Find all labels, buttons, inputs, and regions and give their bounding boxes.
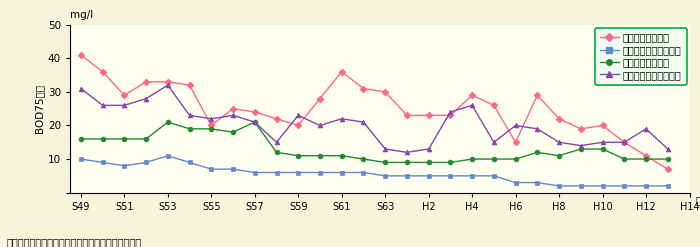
Text: mg/l: mg/l (70, 10, 93, 20)
Text: （年）: （年） (695, 195, 700, 206)
Y-axis label: BOD75％値: BOD75％値 (34, 84, 43, 133)
Legend: 綿瀬川（手代橋）, 多摩川（田園調布堰）, 鶴見川（大網橋）, 大和川（淣香（新））: 綿瀬川（手代橋）, 多摩川（田園調布堰）, 鶴見川（大網橋）, 大和川（淣香（新… (595, 28, 687, 85)
Text: 資料）国土交通省「全国一級河川の水質現況調査」: 資料）国土交通省「全国一級河川の水質現況調査」 (7, 237, 142, 247)
